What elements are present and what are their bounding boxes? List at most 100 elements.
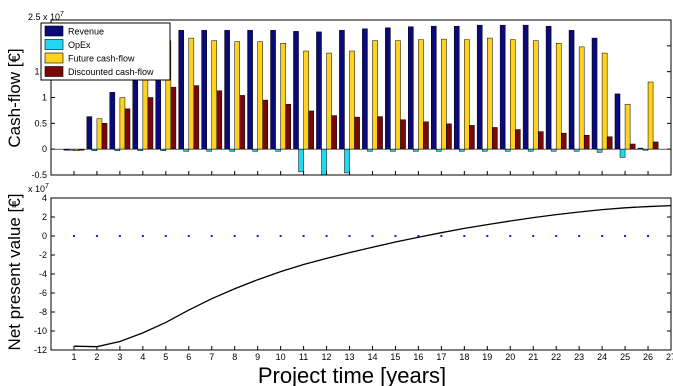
npv-zero-marker bbox=[578, 235, 581, 237]
bar-discounted-cash-flow-year-23 bbox=[583, 134, 590, 150]
bar-discounted-cash-flow-year-13 bbox=[354, 116, 360, 150]
bar-revenue-year-10 bbox=[270, 30, 276, 150]
bar-opex-year-14 bbox=[367, 148, 373, 152]
npv-y-tick-label: -2 bbox=[39, 250, 47, 260]
bar-opex-year-22 bbox=[550, 148, 557, 152]
npv-y-tick-label: -10 bbox=[34, 326, 47, 336]
bar-future-cash-flow-year-24 bbox=[601, 52, 608, 150]
bar-discounted-cash-flow-year-7 bbox=[216, 90, 223, 150]
bar-opex-year-24 bbox=[596, 148, 603, 153]
npv-y-tick-label: -12 bbox=[34, 345, 47, 355]
bar-future-cash-flow-year-17 bbox=[441, 38, 447, 150]
bar-future-cash-flow-year-11 bbox=[303, 50, 309, 150]
npv-x-tick-label: 25 bbox=[620, 352, 630, 362]
legend-label: Future cash-flow bbox=[68, 54, 135, 64]
bar-discounted-cash-flow-year-3 bbox=[124, 108, 131, 150]
bar-opex-year-25 bbox=[619, 148, 626, 158]
bar-opex-year-21 bbox=[527, 148, 534, 152]
npv-x-tick-label: 1 bbox=[71, 352, 76, 362]
npv-zero-marker bbox=[325, 235, 328, 237]
npv-zero-marker bbox=[302, 235, 305, 237]
npv-y-ticks: -12 -10 -8 -6 -4 -2 0 2 4 bbox=[34, 193, 671, 355]
bar-future-cash-flow-year-18 bbox=[464, 39, 470, 150]
bar-future-cash-flow-year-15 bbox=[395, 40, 401, 150]
bar-revenue-year-13 bbox=[339, 30, 345, 150]
bar-revenue-year-18 bbox=[453, 25, 460, 150]
bar-discounted-cash-flow-year-12 bbox=[331, 115, 337, 150]
bar-discounted-cash-flow-year-4 bbox=[147, 97, 154, 150]
npv-zero-marker bbox=[601, 235, 604, 237]
bar-revenue-year-16 bbox=[408, 26, 414, 150]
bar-revenue-year-12 bbox=[316, 31, 322, 150]
bar-future-cash-flow-year-8 bbox=[234, 41, 241, 150]
npv-zero-marker bbox=[509, 235, 512, 237]
bar-future-cash-flow-year-20 bbox=[510, 39, 516, 150]
legend-swatch bbox=[44, 39, 64, 50]
npv-x-tick-label: 11 bbox=[299, 352, 308, 362]
npv-zero-marker bbox=[141, 235, 144, 237]
bar-opex-year-8 bbox=[229, 148, 235, 152]
bar-opex-year-9 bbox=[252, 148, 258, 152]
bar-revenue-year-11 bbox=[293, 31, 299, 150]
bar-revenue-year-6 bbox=[178, 30, 184, 150]
bar-discounted-cash-flow-year-19 bbox=[492, 127, 498, 150]
npv-y-tick-label: 2 bbox=[42, 212, 47, 222]
cash-flow-y-tick-label: 1 bbox=[42, 93, 47, 103]
bar-opex-year-15 bbox=[390, 148, 396, 152]
npv-zero-marker bbox=[187, 235, 190, 237]
bar-opex-year-10 bbox=[275, 148, 281, 152]
bar-future-cash-flow-year-13 bbox=[349, 50, 355, 150]
npv-x-tick-label: 16 bbox=[413, 352, 423, 362]
bar-opex-year-7 bbox=[206, 148, 212, 152]
bar-discounted-cash-flow-year-8 bbox=[239, 95, 246, 150]
npv-x-tick-label: 18 bbox=[459, 352, 469, 362]
bar-discounted-cash-flow-year-26 bbox=[652, 141, 659, 150]
cash-flow-bars bbox=[51, 24, 671, 176]
npv-y-tick-label: -6 bbox=[39, 288, 47, 298]
npv-y-label: Net present value [€] bbox=[5, 194, 24, 351]
bar-future-cash-flow-year-23 bbox=[578, 46, 585, 150]
legend-swatch bbox=[44, 66, 64, 77]
npv-x-tick-label: 26 bbox=[643, 352, 653, 362]
npv-x-tick-label: 5 bbox=[163, 352, 168, 362]
bar-future-cash-flow-year-10 bbox=[280, 43, 286, 150]
npv-zero-marker bbox=[279, 235, 282, 237]
bar-discounted-cash-flow-year-17 bbox=[446, 123, 452, 150]
npv-zero-marker bbox=[440, 235, 443, 237]
cash-flow-plot-frame bbox=[50, 19, 672, 176]
bar-future-cash-flow-year-26 bbox=[647, 81, 654, 150]
legend-swatch bbox=[44, 52, 64, 64]
npv-zero-marker bbox=[417, 235, 420, 237]
bar-revenue-year-7 bbox=[201, 30, 207, 150]
npv-x-label: Project time [years] bbox=[258, 363, 446, 386]
bar-future-cash-flow-year-25 bbox=[624, 103, 631, 150]
npv-series-line bbox=[73, 204, 672, 348]
bar-opex-year-18 bbox=[459, 148, 465, 152]
bar-discounted-cash-flow-year-11 bbox=[308, 110, 314, 150]
bar-discounted-cash-flow-year-21 bbox=[538, 131, 544, 150]
npv-x-tick-label: 27 bbox=[666, 352, 673, 362]
bar-future-cash-flow-year-19 bbox=[487, 37, 493, 150]
npv-x-ticks: 1 2 3 4 5 6 7 8 9 10 11 12 13 14 15 16 17 18 19 20 21 22 23 24 2… bbox=[71, 171, 673, 362]
bar-discounted-cash-flow-year-18 bbox=[469, 125, 475, 150]
bar-revenue-year-24 bbox=[591, 37, 598, 150]
bar-opex-year-6 bbox=[183, 148, 190, 152]
npv-zero-marker bbox=[647, 235, 650, 237]
npv-x-tick-label: 3 bbox=[117, 352, 122, 362]
bar-discounted-cash-flow-year-15 bbox=[400, 119, 406, 150]
npv-zero-marker bbox=[233, 235, 236, 237]
npv-x-tick-label: 22 bbox=[551, 352, 561, 362]
npv-zero-marker bbox=[555, 235, 558, 237]
legend-label: OpEx bbox=[68, 40, 91, 50]
npv-y-tick-label: -4 bbox=[39, 269, 47, 279]
cash-flow-y-label: Cash-flow [€] bbox=[5, 48, 24, 147]
npv-x-tick-label: 24 bbox=[597, 352, 607, 362]
bar-revenue-year-21 bbox=[522, 24, 529, 150]
cash-flow-legend: Revenue OpEx Future cash-flow Discounted ca… bbox=[40, 22, 171, 81]
npv-x-tick-label: 10 bbox=[276, 352, 286, 362]
bar-opex-year-17 bbox=[436, 148, 442, 152]
bar-discounted-cash-flow-year-16 bbox=[423, 121, 429, 150]
bar-revenue-year-23 bbox=[568, 30, 575, 150]
bar-future-cash-flow-year-3 bbox=[119, 97, 126, 150]
